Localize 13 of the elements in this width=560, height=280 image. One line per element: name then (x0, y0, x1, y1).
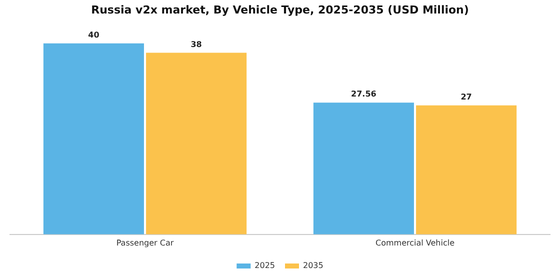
bar (313, 102, 414, 234)
bar (416, 105, 517, 234)
data-label: 40 (88, 30, 100, 40)
legend-label: 2035 (303, 261, 324, 270)
chart-title: Russia v2x market, By Vehicle Type, 2025-2035 (USD Million) (91, 3, 469, 16)
bar (146, 52, 247, 234)
data-label: 27.56 (351, 90, 377, 99)
bar (43, 43, 144, 234)
data-label: 27 (460, 92, 472, 102)
legend-label: 2025 (254, 261, 275, 270)
x-tick-label: Passenger Car (116, 238, 174, 248)
data-label: 38 (190, 40, 202, 49)
x-tick-label: Commercial Vehicle (376, 238, 455, 248)
